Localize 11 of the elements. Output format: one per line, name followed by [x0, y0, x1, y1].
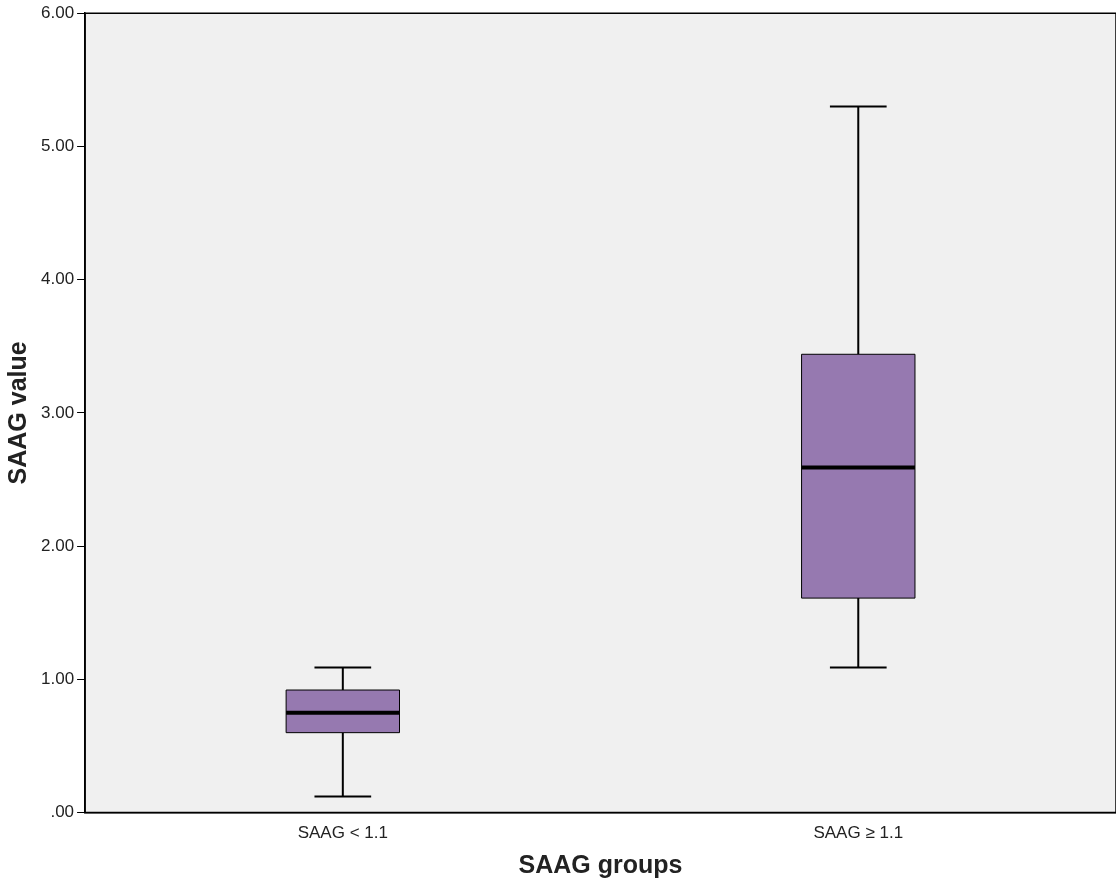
y-tick-label: 3.00: [40, 402, 75, 422]
y-tick-label: .00: [50, 802, 75, 822]
x-tick-label: SAAG ≥ 1.1: [813, 823, 904, 843]
y-axis-title: SAAG value: [2, 341, 31, 485]
y-tick-label: 1.00: [40, 669, 75, 689]
y-tick-label: 5.00: [40, 136, 75, 156]
x-tick-label: SAAG < 1.1: [297, 823, 388, 843]
y-tick-label: 6.00: [40, 2, 75, 22]
y-tick-label: 4.00: [40, 269, 75, 289]
y-tick-label: 2.00: [40, 535, 75, 555]
x-axis-title: SAAG groups: [518, 849, 683, 878]
